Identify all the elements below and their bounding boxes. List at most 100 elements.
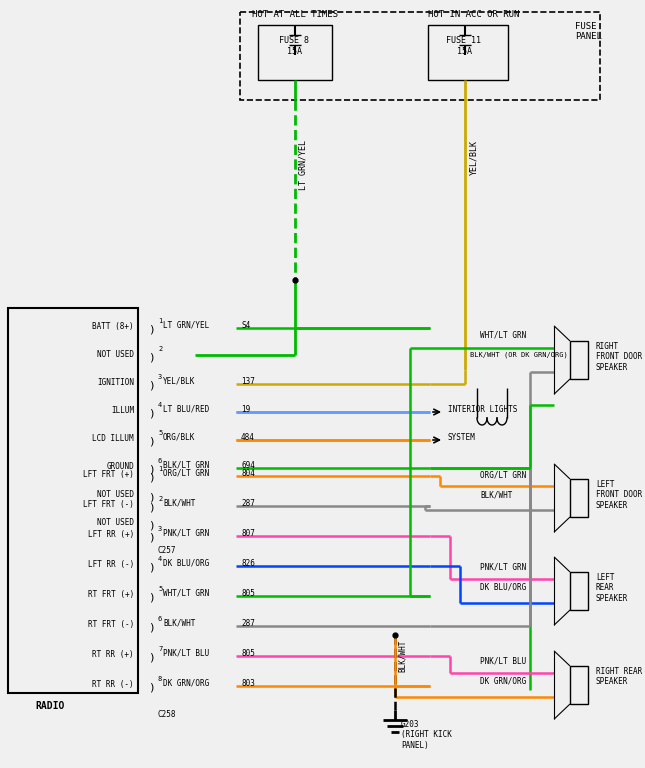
Bar [570,572,588,610]
Text: ORG/BLK: ORG/BLK [163,433,195,442]
Text: NOT USED: NOT USED [97,490,134,499]
Text: 137: 137 [241,377,255,386]
Text: 287: 287 [241,499,255,508]
Text: ): ) [148,562,155,572]
Bar [258,25,332,80]
Text: YEL/BLK: YEL/BLK [469,140,478,175]
Text: PNK/LT BLU: PNK/LT BLU [163,649,209,658]
Text: FUSE 8: FUSE 8 [279,36,309,45]
Text: LFT RR (+): LFT RR (+) [88,530,134,539]
Text: PNK/LT BLU: PNK/LT BLU [480,657,526,666]
Text: IGNITION: IGNITION [97,378,134,387]
Text: C258: C258 [158,710,177,719]
Text: ): ) [148,380,155,390]
Text: ): ) [148,622,155,632]
Text: RADIO: RADIO [35,701,64,711]
Text: HOT AT ALL TIMES: HOT AT ALL TIMES [252,10,338,19]
Text: ): ) [148,464,155,474]
Text: 2: 2 [158,346,163,352]
Text: 4: 4 [158,556,163,562]
Text: ): ) [148,436,155,446]
Text: ): ) [148,408,155,418]
Bar [570,666,588,704]
Text: 805: 805 [241,649,255,658]
Bar [570,479,588,517]
Text: ): ) [148,502,155,512]
Text: 287: 287 [241,619,255,628]
Text: DK GRN/ORG: DK GRN/ORG [480,677,526,686]
Text: 694: 694 [241,461,255,470]
Text: RT RR (+): RT RR (+) [92,650,134,659]
Text: S4: S4 [241,321,250,330]
Text: NOT USED: NOT USED [97,518,134,527]
Text: WHT/LT GRN: WHT/LT GRN [163,589,209,598]
Text: FUSE
PANEL: FUSE PANEL [575,22,602,41]
Bar [428,25,508,80]
Text: ): ) [148,472,155,482]
Text: 15A: 15A [457,47,472,56]
Text: 805: 805 [241,589,255,598]
Text: RIGHT REAR
SPEAKER: RIGHT REAR SPEAKER [596,667,642,687]
Text: LT BLU/RED: LT BLU/RED [163,405,209,414]
Text: LFT FRT (-): LFT FRT (-) [83,500,134,509]
Text: ): ) [148,652,155,662]
Text: ): ) [148,532,155,542]
Text: 5: 5 [158,586,163,592]
Text: YEL/BLK: YEL/BLK [163,377,195,386]
Text: 19: 19 [241,405,250,414]
Text: 6: 6 [158,616,163,622]
Text: ORG/LT GRN: ORG/LT GRN [163,469,209,478]
Text: 8: 8 [158,676,163,682]
Bar [240,12,600,100]
Bar [8,308,138,693]
Text: LT GRN/YEL: LT GRN/YEL [299,140,308,190]
Text: G203
(RIGHT KICK
PANEL): G203 (RIGHT KICK PANEL) [401,720,452,750]
Text: SYSTEM: SYSTEM [448,433,476,442]
Text: 484: 484 [241,433,255,442]
Text: BLK/WHT: BLK/WHT [163,499,195,508]
Text: 807: 807 [241,529,255,538]
Text: 15A: 15A [287,47,302,56]
Text: C257: C257 [158,546,177,555]
Text: LFT FRT (+): LFT FRT (+) [83,470,134,479]
Text: LEFT
REAR
SPEAKER: LEFT REAR SPEAKER [596,573,628,603]
Text: LCD ILLUM: LCD ILLUM [92,434,134,443]
Text: LFT RR (-): LFT RR (-) [88,560,134,569]
Text: BLK/LT GRN: BLK/LT GRN [163,461,209,470]
Text: 804: 804 [241,469,255,478]
Text: DK BLU/ORG: DK BLU/ORG [480,583,526,592]
Text: LEFT
FRONT DOOR
SPEAKER: LEFT FRONT DOOR SPEAKER [596,480,642,510]
Text: BLK/WHT: BLK/WHT [398,640,407,672]
Text: WHT/LT GRN: WHT/LT GRN [480,330,526,339]
Text: INTERIOR LIGHTS: INTERIOR LIGHTS [448,405,517,414]
Text: 5: 5 [158,430,163,436]
Text: FUSE 11: FUSE 11 [446,36,481,45]
Text: ): ) [148,592,155,602]
Text: RT FRT (-): RT FRT (-) [88,620,134,629]
Text: LT GRN/YEL: LT GRN/YEL [163,321,209,330]
Text: 3: 3 [158,374,163,380]
Text: 7: 7 [158,646,163,652]
Text: 1: 1 [158,318,163,324]
Text: 2: 2 [158,496,163,502]
Text: ): ) [148,492,155,502]
Text: BLK/WHT: BLK/WHT [163,619,195,628]
Text: ORG/LT GRN: ORG/LT GRN [480,470,526,479]
Text: 826: 826 [241,559,255,568]
Text: 3: 3 [158,526,163,532]
Text: RIGHT
FRONT DOOR
SPEAKER: RIGHT FRONT DOOR SPEAKER [596,342,642,372]
Text: RT RR (-): RT RR (-) [92,680,134,689]
Text: ): ) [148,324,155,334]
Text: GROUND: GROUND [106,462,134,471]
Text: NOT USED: NOT USED [97,350,134,359]
Text: ): ) [148,520,155,530]
Text: PNK/LT GRN: PNK/LT GRN [163,529,209,538]
Text: ILLUM: ILLUM [111,406,134,415]
Text: RT FRT (+): RT FRT (+) [88,590,134,599]
Text: 6: 6 [158,458,163,464]
Text: ): ) [148,352,155,362]
Text: BLK/WHT: BLK/WHT [480,490,512,499]
Text: 803: 803 [241,679,255,688]
Text: 1: 1 [158,466,163,472]
Text: HOT IN ACC OR RUN: HOT IN ACC OR RUN [428,10,519,19]
